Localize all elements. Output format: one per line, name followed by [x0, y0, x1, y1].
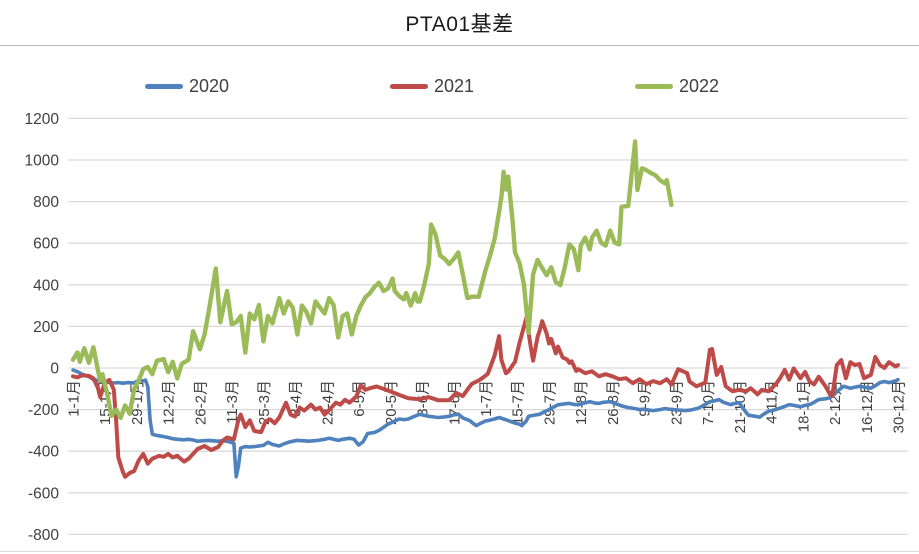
legend-label-2021: 2021	[434, 75, 475, 96]
y-axis-tick-label: 200	[33, 319, 59, 336]
legend-label-2020: 2020	[189, 75, 230, 96]
legend-item-2022: 2022	[635, 74, 719, 98]
x-axis-tick-label: 25-3月	[256, 380, 273, 425]
chart-title: PTA01基差	[405, 13, 514, 36]
chart-bottom-border	[0, 551, 919, 552]
y-axis-tick-label: -400	[28, 444, 59, 461]
legend-swatch-2021	[390, 83, 428, 89]
y-axis-tick-label: 0	[50, 361, 59, 378]
legend-item-2021: 2021	[390, 74, 474, 98]
x-axis-tick-label: 26-2月	[192, 380, 209, 425]
legend-item-2020: 2020	[145, 74, 229, 98]
x-axis-tick-label: 11-3月	[224, 380, 241, 424]
title-separator-line	[0, 45, 919, 46]
x-axis-tick-label: 15-7月	[510, 380, 527, 425]
x-axis-tick-label: 12-2月	[161, 380, 178, 425]
legend-swatch-2022	[635, 83, 673, 89]
y-axis-tick-label: -800	[28, 527, 59, 544]
legend-label-2022: 2022	[679, 75, 720, 96]
y-axis-tick-label: 600	[33, 236, 59, 253]
x-axis-tick-label: 1-7月	[478, 380, 495, 417]
x-axis-tick-label: 23-9月	[668, 380, 685, 425]
series-line-2021	[71, 316, 900, 479]
x-axis-tick-label: 29-7月	[541, 380, 558, 425]
y-axis-tick-label: 400	[33, 277, 59, 294]
y-axis-tick-label: -600	[28, 485, 59, 502]
y-axis-tick-label: 800	[33, 194, 59, 211]
series-line-2022	[70, 139, 674, 421]
y-axis-tick-label: -200	[28, 402, 59, 419]
legend-swatch-2020	[145, 83, 183, 89]
y-axis-tick-label: 1000	[25, 153, 60, 170]
legend: 2020 2021 2022	[0, 74, 919, 98]
x-axis-tick-label: 30-12月	[891, 380, 908, 433]
x-axis-tick-label: 9-9月	[637, 380, 654, 417]
x-axis-tick-label: 1-1月	[66, 380, 83, 417]
series-line-2020	[71, 368, 900, 479]
x-axis-tick-label: 16-12月	[859, 380, 876, 433]
y-axis-tick-label: 1200	[25, 111, 60, 128]
